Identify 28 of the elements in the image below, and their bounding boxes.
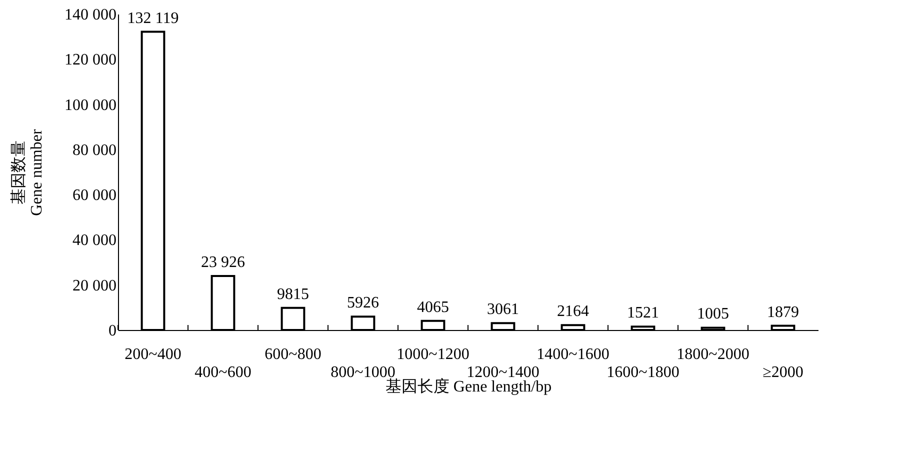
x-tick-label: 1800~2000 <box>676 346 750 363</box>
y-tick-label: 120 000 <box>64 52 116 69</box>
y-tick-label: 40 000 <box>72 232 116 250</box>
data-label: 23 926 <box>201 254 245 271</box>
y-tick-label: 80 000 <box>72 142 116 159</box>
x-tick-label: 1600~1800 <box>606 364 680 381</box>
data-label: 1005 <box>697 306 729 323</box>
data-label: 1879 <box>767 304 799 321</box>
x-tick-label: 1000~1200 <box>396 346 470 363</box>
y-tick-label: 100 000 <box>64 96 116 114</box>
x-tick-label: 200~400 <box>124 346 182 363</box>
x-tick-label: 600~800 <box>264 346 322 363</box>
data-label: 5926 <box>347 294 379 312</box>
x-tick-label: ≥2000 <box>762 364 804 381</box>
y-axis-title: 基因数量 Gene number <box>10 128 46 216</box>
y-tick-label: 140 000 <box>64 6 116 24</box>
data-label: 9815 <box>277 286 309 303</box>
data-label: 4065 <box>417 298 449 316</box>
x-tick-label: 400~600 <box>194 364 252 381</box>
data-label: 2164 <box>557 303 589 320</box>
x-tick-label: 1200~1400 <box>466 364 540 381</box>
data-label: 3061 <box>487 301 519 318</box>
x-tick-label: 1400~1600 <box>536 346 610 363</box>
data-label: 1521 <box>627 304 659 322</box>
data-label: 132 119 <box>127 10 179 27</box>
y-tick-label: 0 <box>108 322 116 340</box>
y-tick-label: 20 000 <box>72 277 116 294</box>
y-tick-label: 60 000 <box>72 187 116 204</box>
